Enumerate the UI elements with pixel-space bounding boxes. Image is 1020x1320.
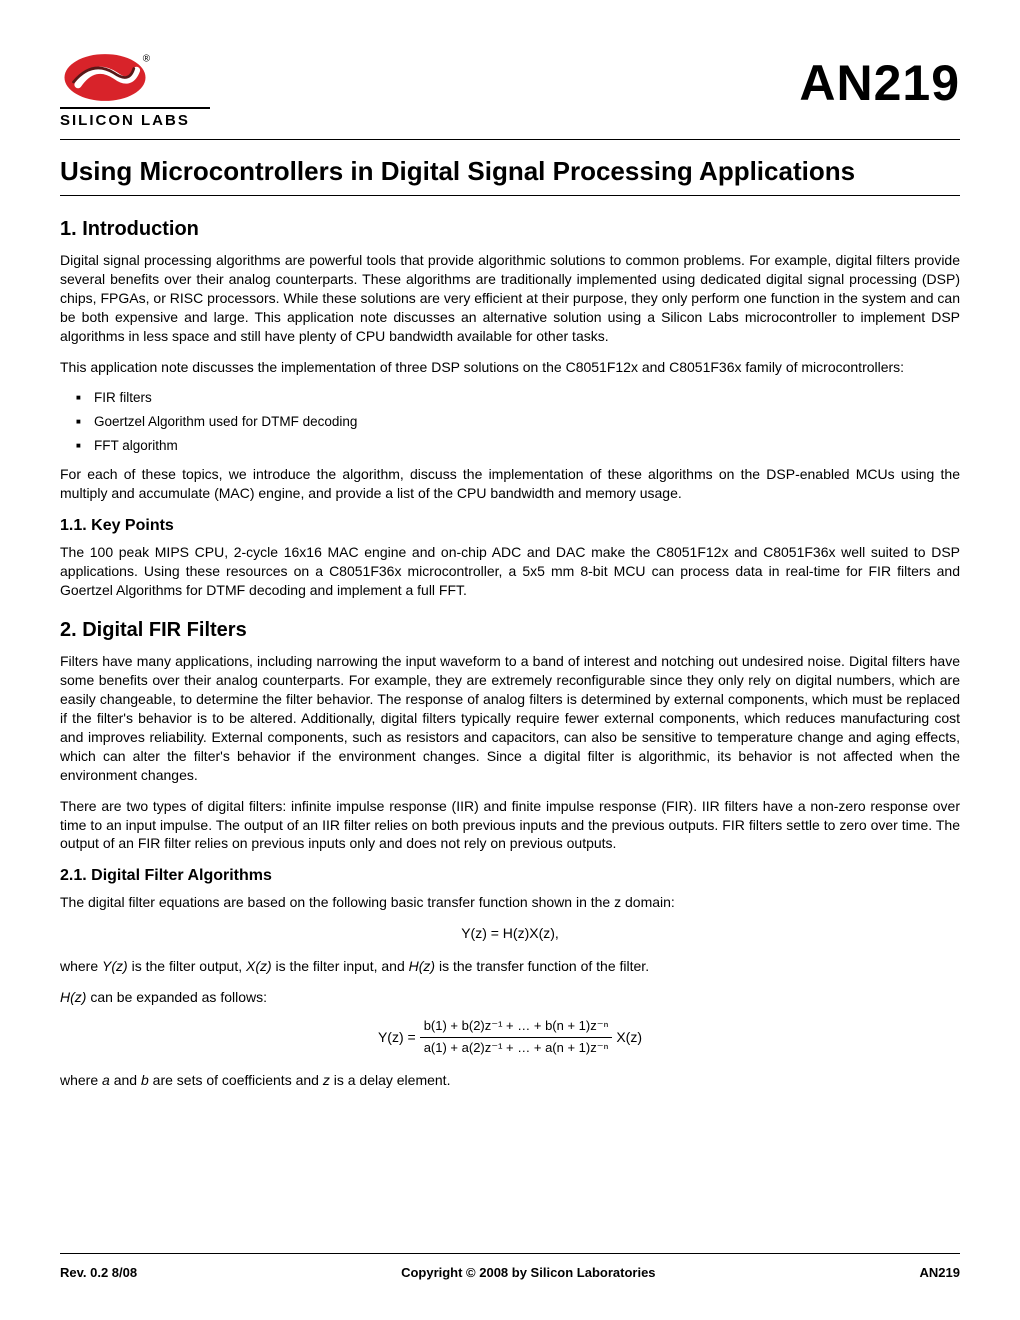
page-title: Using Microcontrollers in Digital Signal… (60, 154, 960, 189)
section-1-para-1: Digital signal processing algorithms are… (60, 251, 960, 345)
variable-y: Y(z) (102, 958, 128, 974)
section-2-1-para-2: where Y(z) is the filter output, X(z) is… (60, 957, 960, 976)
logo-swirl-icon: ® (60, 50, 150, 105)
svg-text:®: ® (143, 53, 150, 64)
variable-a: a (102, 1072, 110, 1088)
section-2-para-2: There are two types of digital filters: … (60, 797, 960, 854)
section-2-heading: 2. Digital FIR Filters (60, 617, 960, 644)
section-1-bullets: FIR filters Goertzel Algorithm used for … (60, 389, 960, 456)
variable-h: H(z) (60, 989, 86, 1005)
section-1-para-3: For each of these topics, we introduce t… (60, 465, 960, 503)
section-1-heading: 1. Introduction (60, 216, 960, 243)
section-1-1-heading: 1.1. Key Points (60, 515, 960, 537)
variable-x: X(z) (246, 958, 272, 974)
text: is the transfer function of the filter. (435, 958, 649, 974)
equation-1: Y(z) = H(z)X(z), (60, 924, 960, 943)
section-2-1-para-3: H(z) can be expanded as follows: (60, 988, 960, 1007)
variable-z: z (323, 1072, 330, 1088)
text: where (60, 958, 102, 974)
text: is a delay element. (330, 1072, 451, 1088)
text: can be expanded as follows: (86, 989, 267, 1005)
section-2-para-1: Filters have many applications, includin… (60, 652, 960, 784)
equation-2: Y(z) = b(1) + b(2)z⁻¹ + … + b(n + 1)z⁻ⁿ … (60, 1018, 960, 1057)
eq-numerator: b(1) + b(2)z⁻¹ + … + b(n + 1)z⁻ⁿ (420, 1018, 613, 1038)
text: is the filter output, (128, 958, 246, 974)
section-1-1-para: The 100 peak MIPS CPU, 2-cycle 16x16 MAC… (60, 543, 960, 600)
text: is the filter input, and (272, 958, 409, 974)
eq-rhs: X(z) (616, 1028, 642, 1047)
text: are sets of coefficients and (149, 1072, 323, 1088)
header: ® SILICON LABS AN219 (60, 50, 960, 131)
footer-revision: Rev. 0.2 8/08 (60, 1264, 137, 1282)
variable-h: H(z) (409, 958, 435, 974)
footer-docnum: AN219 (920, 1264, 960, 1282)
text: where (60, 1072, 102, 1088)
header-rule (60, 139, 960, 140)
text: and (110, 1072, 141, 1088)
footer-copyright: Copyright © 2008 by Silicon Laboratories (401, 1264, 655, 1282)
section-2-1-para-4: where a and b are sets of coefficients a… (60, 1071, 960, 1090)
document-number: AN219 (799, 50, 960, 118)
company-name: SILICON LABS (60, 107, 210, 131)
list-item: Goertzel Algorithm used for DTMF decodin… (60, 413, 960, 431)
page-footer: Rev. 0.2 8/08 Copyright © 2008 by Silico… (60, 1253, 960, 1282)
company-logo: ® SILICON LABS (60, 50, 210, 131)
eq-denominator: a(1) + a(2)z⁻¹ + … + a(n + 1)z⁻ⁿ (420, 1038, 613, 1057)
list-item: FFT algorithm (60, 437, 960, 455)
list-item: FIR filters (60, 389, 960, 407)
section-2-1-heading: 2.1. Digital Filter Algorithms (60, 865, 960, 887)
variable-b: b (141, 1072, 149, 1088)
eq-lhs: Y(z) = (378, 1028, 416, 1047)
section-2-1-para-1: The digital filter equations are based o… (60, 893, 960, 912)
fraction: b(1) + b(2)z⁻¹ + … + b(n + 1)z⁻ⁿ a(1) + … (420, 1018, 613, 1057)
section-1-para-2: This application note discusses the impl… (60, 358, 960, 377)
title-rule (60, 195, 960, 196)
